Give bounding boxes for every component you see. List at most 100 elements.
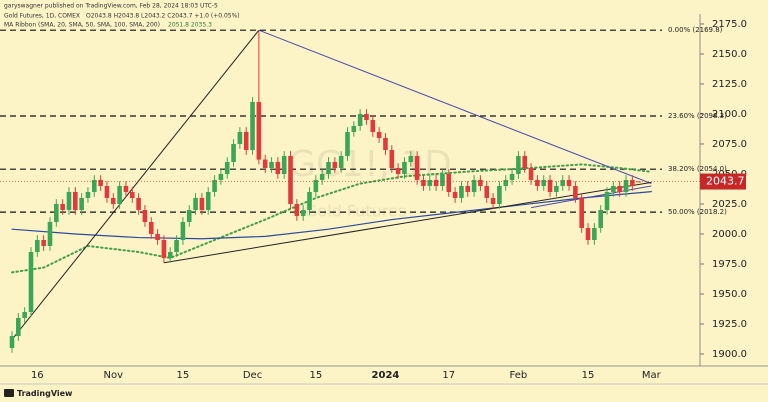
candle-body [16,317,21,336]
candle-body [433,179,439,186]
candle-body [484,185,490,198]
candle-body [294,203,300,216]
candle-body [357,113,363,126]
candle-body [351,125,357,132]
x-tick-label: Dec [243,370,262,381]
candle-body [338,155,344,168]
candle-body [579,197,584,228]
x-tick-label: 17 [442,370,455,381]
candle-body [389,149,395,168]
candle-body [22,311,27,318]
candle-body [332,161,338,168]
y-tick-label: 2150.0 [712,49,747,60]
fib-label: 23.60% (2098.3) [668,112,727,120]
candle-body [427,179,433,186]
candle-body [35,239,40,252]
candle-body [414,155,420,180]
footer-logo: TradingView [4,389,73,398]
symbol: Gold Futures, 1D, COMEX [4,13,80,20]
candle-body [490,197,496,204]
candle-body [79,197,84,210]
candle-body [199,197,205,210]
candle-body [136,197,141,210]
y-tick-label: 1975.0 [712,259,747,270]
trendline [530,185,652,209]
candle-body [205,191,211,210]
watermark-sub: Gold Futures [305,202,406,221]
candle-body [326,161,331,174]
candle-body [281,155,287,174]
candle-body [376,131,382,138]
candle-body [288,155,293,204]
candle-body [161,239,167,258]
candle-body [364,113,369,120]
x-tick-label: Feb [510,370,528,381]
candle-body [167,251,173,258]
candle-body [117,185,122,204]
candle-body [231,143,236,162]
y-tick-label: 2075.0 [712,139,747,150]
candle-body [408,155,414,162]
candle-body [307,191,312,210]
publisher: garyswagner published on TradingView.com… [4,3,218,10]
x-tick-label: 2024 [372,370,400,381]
fib-label: 38.20% (2054.0) [668,165,727,173]
watermark: GC1!, 1D [288,144,452,185]
trendline [163,181,652,264]
candle-body [54,203,59,222]
y-tick-label: 1950.0 [712,289,747,300]
candle-body [503,179,509,186]
candle-body [142,209,148,222]
trendline [258,29,652,185]
candle-body [623,179,629,192]
candle-body [155,233,160,240]
candle-body [345,131,350,156]
candle-body [66,191,72,210]
candle-body [319,173,325,180]
candle-body [91,179,97,192]
candle-body [402,161,407,174]
candle-body [465,185,471,192]
candle-body [598,209,603,228]
logo-icon [4,389,14,397]
fib-label: 0.00% (2169.8) [668,26,723,34]
last-price-label: 2043.7 [706,175,745,188]
candle-body [395,167,401,174]
candle-body [611,185,616,192]
candle-body [250,101,255,150]
candle-body [256,101,262,160]
candle-body [497,185,502,204]
candle-body [243,131,249,150]
candle-body [174,239,179,252]
candle-body [516,155,521,174]
candle-body [224,161,230,174]
moving-average [11,163,653,274]
candle-body [604,191,610,210]
candle-body [237,131,243,144]
candle-body [370,119,376,132]
candle-body [47,221,53,246]
y-tick-label: 2175.0 [712,19,747,30]
candle-body [383,137,388,150]
x-tick-label: 15 [177,370,190,381]
candle-body [617,185,622,192]
candle-body [459,185,464,198]
candle-body [478,179,483,186]
candle-body [212,179,217,192]
x-tick-label: 16 [31,370,44,381]
candle-body [535,179,540,186]
candle-body [73,191,78,210]
candle-body [421,179,426,186]
candle-body [300,209,306,216]
x-tick-label: Nov [104,370,124,381]
moving-average [11,191,652,240]
y-tick-label: 2025.0 [712,199,747,210]
candle-body [60,203,65,210]
y-tick-label: 2000.0 [712,229,747,240]
candle-body [446,173,452,192]
candle-body [528,167,534,180]
candle-body [180,221,186,240]
candle-body [9,335,15,348]
